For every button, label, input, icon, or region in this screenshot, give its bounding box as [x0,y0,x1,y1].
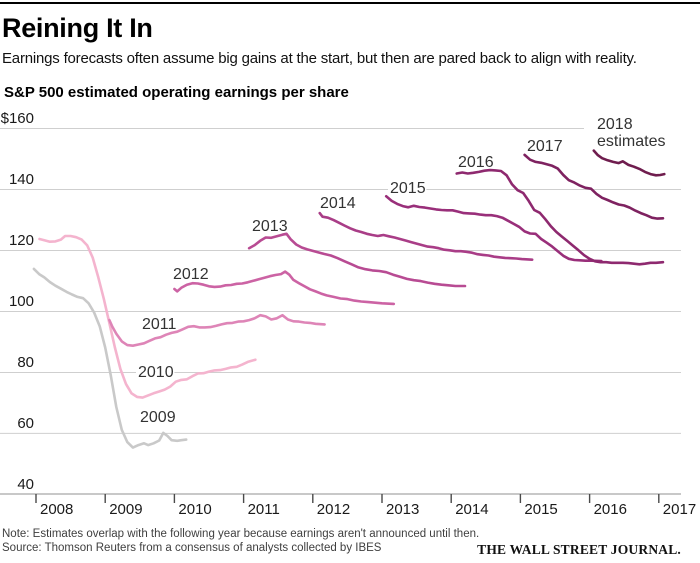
series-label-2012: 2012 [173,266,209,283]
page-title: Reining It In [2,13,153,43]
series-label-2018: 2018 [597,116,633,133]
series-label-bg-2010 [136,364,175,380]
x-tick-label-2016: 2016 [594,501,627,518]
series-label-bg-2009 [138,409,177,425]
series-line-2009 [32,267,188,449]
y-tick-label-40: 40 [17,476,34,493]
series-line-2012 [173,270,396,306]
series-label-2010: 2010 [138,364,174,381]
footer-source: Source: Thomson Reuters from a consensus… [2,542,382,554]
series-label-bg-2016 [456,154,495,170]
series-line-2010 [38,234,257,399]
x-tick-label-2015: 2015 [524,501,557,518]
series-line-2013 [247,232,467,288]
x-tick-label-2017: 2017 [663,501,696,518]
x-tick-label-2012: 2012 [317,501,350,518]
series-label-bg-2018 [595,133,677,149]
series-label-bg-2015 [388,180,427,196]
wsj-logo: THE WALL STREET JOURNAL. [477,542,681,557]
y-tick-label-160: $160 [1,110,34,127]
y-tick-label-140: 140 [9,171,34,188]
series-line-2014 [318,211,534,262]
x-tick-label-2008: 2008 [40,501,73,518]
series-label-2013: 2013 [252,218,288,235]
x-tick-label-2009: 2009 [109,501,142,518]
page-subtitle: Earnings forecasts often assume big gain… [2,50,637,67]
series-label-2014: 2014 [320,195,356,212]
series-line-2015 [384,195,603,263]
y-tick-label-100: 100 [9,293,34,310]
series-label-bg-2012 [171,266,210,282]
top-rule [0,2,700,4]
y-tick-label-60: 60 [17,415,34,432]
y-tick-label-120: 120 [9,232,34,249]
y-tick-label-80: 80 [17,354,34,371]
series-label-bg-2011 [140,316,179,332]
x-tick-label-2014: 2014 [455,501,488,518]
series-label-2018: estimates [597,133,665,150]
series-label-2009: 2009 [140,409,176,426]
series-line-2016 [455,168,665,266]
x-tick-label-2010: 2010 [178,501,211,518]
series-label-2016: 2016 [458,154,494,171]
x-tick-label-2013: 2013 [386,501,419,518]
series-label-2017: 2017 [527,138,563,155]
series-label-2011: 2011 [142,316,177,333]
chart-title: S&P 500 estimated operating earnings per… [4,84,349,101]
series-line-2017 [523,153,665,220]
series-line-2011 [108,313,326,348]
series-label-2015: 2015 [390,180,426,197]
footer-note: Note: Estimates overlap with the followi… [2,528,480,540]
series-label-bg-2017 [525,138,564,154]
series-label-bg-2014 [318,195,357,211]
x-tick-label-2011: 2011 [248,501,280,518]
series-label-bg-2013 [250,218,289,234]
series-line-2018 [592,149,666,177]
series-label-bg-2018 [595,116,634,132]
